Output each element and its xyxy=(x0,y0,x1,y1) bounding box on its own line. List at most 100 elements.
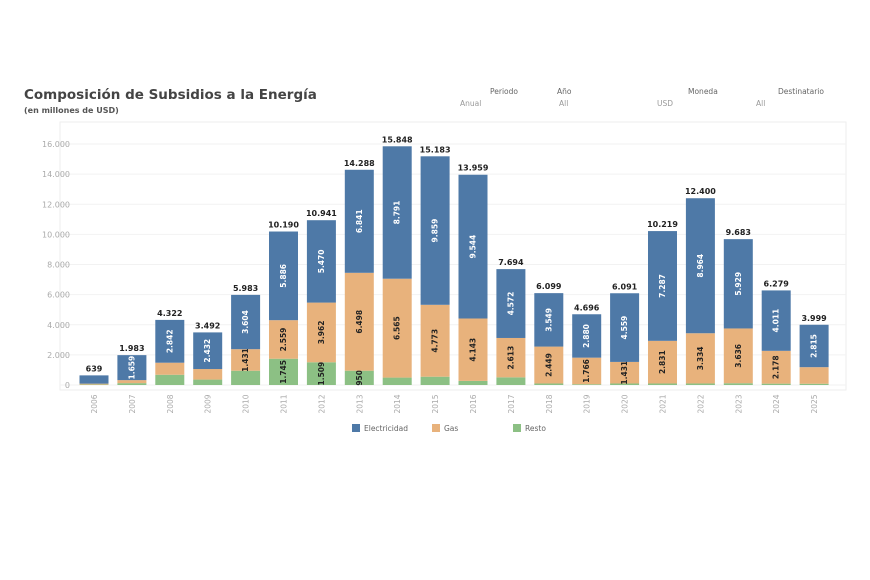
bar-segment-resto xyxy=(761,383,791,385)
bar-segment-electricidad xyxy=(306,220,336,303)
segment-label: 2.178 xyxy=(772,355,781,379)
segment-label: 1.659 xyxy=(127,356,136,380)
bar-segment-resto xyxy=(117,383,147,385)
segment-label: 4.559 xyxy=(620,316,629,340)
y-tick-label: 12.000 xyxy=(42,200,70,209)
bar-segment-electricidad xyxy=(155,319,185,363)
bar-segment-resto xyxy=(231,370,261,385)
bar-segment-gas xyxy=(761,350,791,384)
plot-area xyxy=(59,121,847,391)
segment-label: 1.766 xyxy=(582,359,591,383)
bar-segment-gas xyxy=(496,337,526,378)
x-tick-label: 2018 xyxy=(545,394,554,413)
bar-segment-gas xyxy=(231,349,261,371)
x-tick-label: 2021 xyxy=(659,394,668,413)
chart-title: Composición de Subsidios a la Energía xyxy=(24,87,317,103)
segment-label: 5.470 xyxy=(317,250,326,274)
x-tick-label: 2013 xyxy=(355,394,364,413)
bar-segment-gas xyxy=(420,304,450,377)
bar-segment-gas xyxy=(155,362,185,375)
x-tick-label: 2010 xyxy=(242,394,251,413)
bar-segment-gas xyxy=(193,369,223,380)
total-label: 9.683 xyxy=(726,228,751,237)
total-label: 3.999 xyxy=(801,314,827,323)
bar-segment-resto xyxy=(610,383,640,385)
legend-label: Resto xyxy=(525,424,546,433)
bar-segment-gas xyxy=(723,328,753,384)
segment-label: 2.559 xyxy=(279,328,288,352)
filter-moneda-value[interactable]: USD xyxy=(657,99,674,108)
bar-segment-electricidad xyxy=(534,293,564,347)
bar-segment-resto xyxy=(458,380,488,385)
segment-label: 6.565 xyxy=(393,316,402,340)
bar-segment-resto xyxy=(799,383,829,385)
bar-segment-electricidad xyxy=(420,156,450,305)
bar-segment-resto xyxy=(534,383,564,385)
bar-segment-resto xyxy=(382,377,412,385)
segment-label: 9.859 xyxy=(431,219,440,243)
y-tick-label: 8.000 xyxy=(47,261,70,270)
segment-label: 8.964 xyxy=(696,254,705,278)
segment-label: 3.962 xyxy=(317,321,326,345)
bar-segment-gas xyxy=(79,383,109,385)
total-label: 15.848 xyxy=(382,135,413,144)
filter-periodo-value[interactable]: Anual xyxy=(460,99,482,108)
segment-label: 4.011 xyxy=(772,309,781,333)
total-label: 639 xyxy=(86,364,103,373)
y-tick-label: 14.000 xyxy=(42,170,70,179)
legend-swatch-electricidad xyxy=(352,424,360,432)
total-label: 5.983 xyxy=(233,284,258,293)
total-label: 15.183 xyxy=(420,145,451,154)
x-tick-label: 2012 xyxy=(317,394,326,413)
segment-label: 2.880 xyxy=(582,324,591,348)
y-tick-label: 0 xyxy=(65,381,70,390)
total-label: 6.099 xyxy=(536,282,562,291)
bar-segment-gas xyxy=(534,346,564,384)
segment-label: 1.431 xyxy=(241,348,250,372)
filter-ano-value[interactable]: All xyxy=(559,99,569,108)
total-label: 12.400 xyxy=(685,187,716,196)
bar-segment-electricidad xyxy=(799,324,829,368)
y-tick-label: 6.000 xyxy=(47,291,70,300)
segment-label: 3.549 xyxy=(544,308,553,332)
y-tick-label: 4.000 xyxy=(47,321,70,330)
bar-segment-resto xyxy=(344,370,374,385)
segment-label: 950 xyxy=(355,370,364,386)
bar-segment-electricidad xyxy=(723,239,753,329)
x-tick-label: 2025 xyxy=(810,394,819,413)
bar-segment-gas xyxy=(344,272,374,371)
x-tick-label: 2009 xyxy=(204,394,213,413)
legend-label: Gas xyxy=(444,424,458,433)
bar-segment-gas xyxy=(382,278,412,378)
total-label: 1.983 xyxy=(119,344,144,353)
x-tick-label: 2020 xyxy=(621,394,630,413)
bar-segment-electricidad xyxy=(79,375,109,384)
bar-segment-gas xyxy=(572,357,602,385)
y-tick-label: 2.000 xyxy=(47,351,70,360)
total-label: 3.492 xyxy=(195,321,220,330)
segment-label: 7.287 xyxy=(658,274,667,298)
y-tick-label: 10.000 xyxy=(42,230,70,239)
bar-segment-resto xyxy=(193,379,223,385)
x-tick-label: 2015 xyxy=(431,394,440,413)
y-tick-label: 16.000 xyxy=(42,140,70,149)
bar-segment-electricidad xyxy=(761,290,791,351)
x-tick-label: 2019 xyxy=(583,394,592,413)
x-tick-label: 2016 xyxy=(469,394,478,413)
segment-label: 2.842 xyxy=(165,329,174,353)
segment-label: 3.334 xyxy=(696,346,705,370)
bar-segment-gas xyxy=(306,302,336,363)
bar-segment-gas xyxy=(648,340,677,384)
bar-segment-resto xyxy=(306,362,336,385)
bar-segment-electricidad xyxy=(685,198,715,334)
segment-label: 4.143 xyxy=(469,338,478,362)
bar-segment-resto xyxy=(155,374,185,385)
segment-label: 6.841 xyxy=(355,209,364,233)
filter-destinatario-value[interactable]: All xyxy=(756,99,766,108)
bar-segment-electricidad xyxy=(117,355,147,381)
filter-ano-label: Año xyxy=(557,87,572,96)
segment-label: 8.791 xyxy=(393,201,402,225)
bar-segment-resto xyxy=(685,383,715,385)
bar-segment-gas xyxy=(610,361,640,384)
